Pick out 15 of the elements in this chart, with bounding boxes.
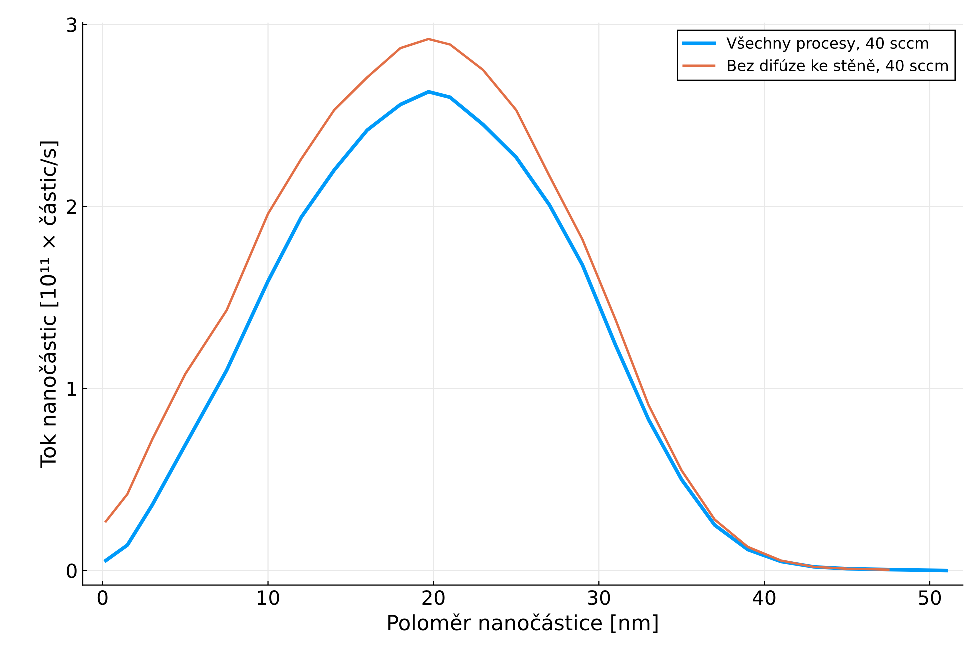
legend-label: Bez difúze ke stěně, 40 sccm [728, 59, 948, 74]
x-tick-label: 30 [588, 590, 610, 606]
y-tick-label: 1 [68, 382, 76, 396]
y-tick-label: 0 [67, 564, 77, 578]
x-tick-label: 20 [422, 590, 445, 606]
x-tick-label: 40 [753, 590, 776, 606]
y-tick-label: 2 [67, 200, 76, 214]
legend-label: Všechny procesy, 40 sccm [726, 36, 928, 52]
y-tick-label: 3 [67, 18, 77, 32]
x-axis-title: Poloměr nanočástice [nm] [388, 614, 658, 634]
x-tick-label: 50 [919, 590, 942, 606]
x-tick-label: 10 [258, 590, 280, 606]
y-axis-title: Tok nanočástic [10¹¹ × částic/s] [39, 142, 59, 468]
line-series [104, 90, 948, 573]
x-tick-label: 0 [98, 590, 108, 606]
